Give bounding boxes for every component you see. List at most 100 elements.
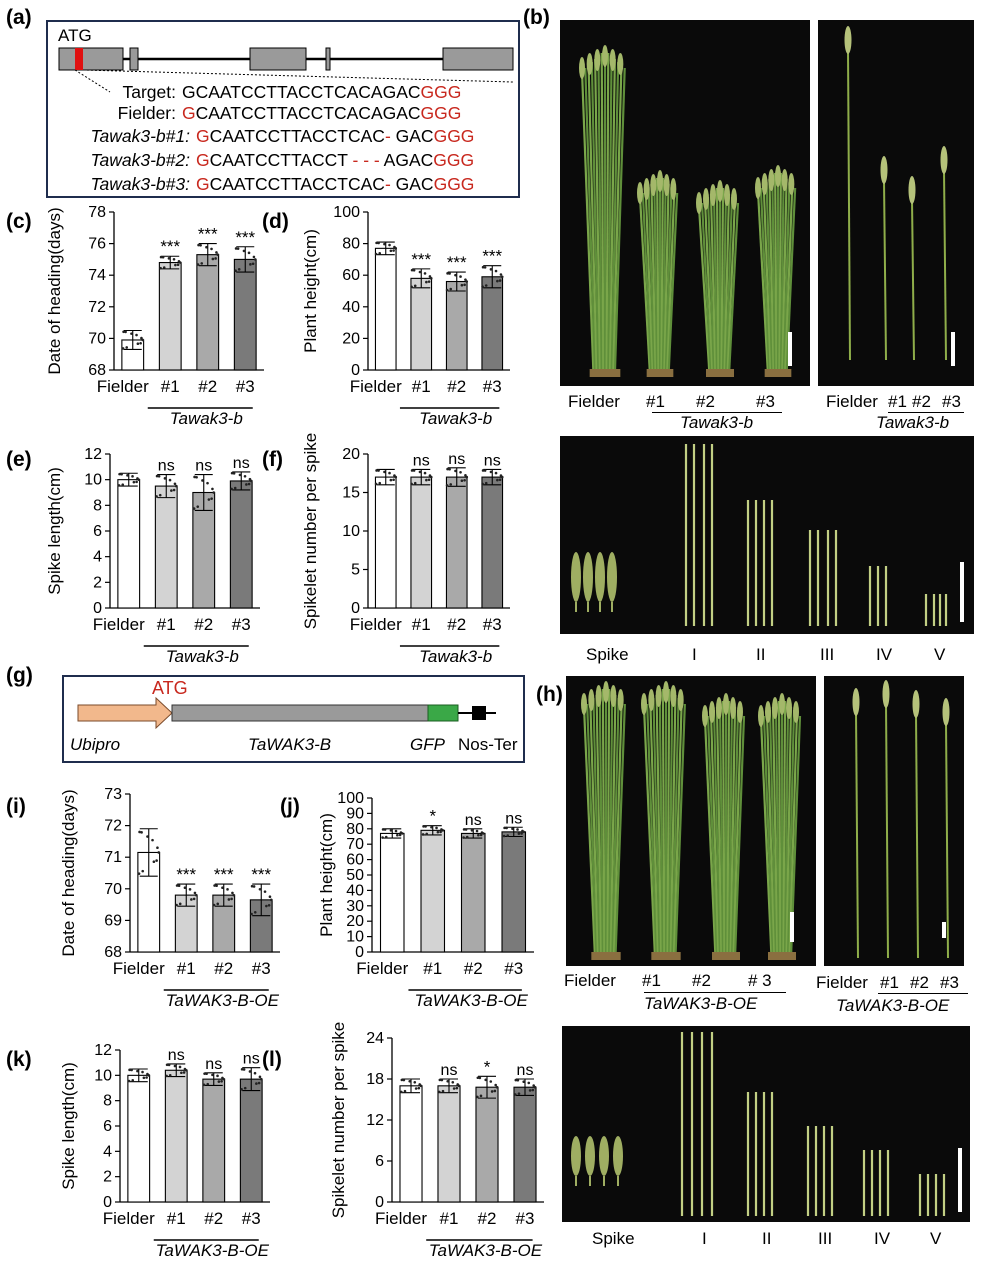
plant-clump <box>637 170 679 377</box>
data-point <box>174 263 177 267</box>
data-point <box>233 486 237 490</box>
data-point <box>413 284 417 288</box>
data-point <box>479 1094 483 1098</box>
group-label: TaWAK3-B-OE <box>429 1241 543 1260</box>
y-tick-label: 20 <box>346 913 364 930</box>
data-point <box>392 249 395 252</box>
caption-b3-III: III <box>820 645 835 664</box>
data-point <box>155 859 158 862</box>
data-point <box>172 488 176 492</box>
sequence-fragment: - <box>384 126 391 146</box>
data-point <box>489 470 493 474</box>
data-point <box>449 483 453 486</box>
data-point <box>193 891 197 895</box>
stem <box>880 156 888 361</box>
data-point <box>499 474 503 477</box>
data-point <box>120 472 123 476</box>
data-point <box>427 478 431 482</box>
spike <box>595 552 605 612</box>
bar <box>164 1069 188 1203</box>
chart-f: 0 5 10 15 20 Spikelet number per spike Fielder… <box>301 433 510 666</box>
bar <box>445 280 468 371</box>
data-point <box>122 330 125 334</box>
data-point <box>206 1082 210 1086</box>
data-point <box>250 884 254 888</box>
data-point <box>124 330 127 334</box>
stem <box>882 680 890 959</box>
y-tick-label: 10 <box>94 1067 112 1084</box>
data-point <box>232 893 236 897</box>
bar <box>410 476 433 609</box>
caption-b3-IV: IV <box>876 645 893 664</box>
data-point <box>170 489 173 492</box>
significance-label: ns <box>195 458 212 475</box>
gene-structure-panel: ATG <box>46 20 520 198</box>
data-point <box>178 1065 182 1069</box>
data-point <box>173 1064 177 1068</box>
y-tick-label: 20 <box>342 330 360 347</box>
data-point <box>168 1073 172 1077</box>
y-tick-label: 8 <box>93 497 102 514</box>
construct-promoter-label: Ubipro <box>70 735 121 754</box>
category-label: Fielder <box>356 959 408 978</box>
data-point <box>388 471 391 475</box>
bar <box>158 262 182 371</box>
spike <box>585 1136 595 1186</box>
caption-b2-underline <box>888 412 964 413</box>
data-point <box>136 1069 139 1073</box>
y-tick-label: 12 <box>84 446 102 463</box>
data-point <box>182 1071 186 1074</box>
category-label: #2 <box>204 1209 223 1228</box>
category-label: Fielder <box>97 377 149 396</box>
data-point <box>240 1088 243 1091</box>
data-point <box>412 469 416 472</box>
category-label: #3 <box>232 615 251 634</box>
data-point <box>141 869 145 873</box>
data-point <box>383 242 386 246</box>
caption-b2-line1: #1 <box>888 392 907 411</box>
data-point <box>206 481 209 485</box>
panel-label-a: (a) <box>6 6 32 29</box>
caption-b-line3: #3 <box>756 392 775 411</box>
sequence-fragment: - <box>384 174 391 194</box>
sequence-name: Fielder: <box>117 103 176 123</box>
plant-clump <box>696 180 740 377</box>
significance-label: ns <box>484 452 501 469</box>
data-point <box>165 1074 168 1078</box>
data-point <box>481 285 484 288</box>
data-point <box>422 825 425 828</box>
category-label: #2 <box>447 377 466 396</box>
sequence-name: Tawak3-b#1: <box>90 126 190 146</box>
category-label: Fielder <box>93 615 145 634</box>
data-point <box>130 332 133 335</box>
sequence-fragment: G <box>196 150 210 170</box>
bar <box>460 832 486 953</box>
data-point <box>118 472 121 476</box>
caption-b3-II: II <box>756 645 766 664</box>
data-point <box>393 245 396 249</box>
y-tick-label: 72 <box>104 818 122 835</box>
category-label: #3 <box>483 377 502 396</box>
data-point <box>155 495 158 498</box>
data-point <box>167 257 171 260</box>
panel-label-b: (b) <box>523 6 550 29</box>
sequence-fragment: CAATCCTTACCT <box>209 150 353 170</box>
data-point <box>441 1089 445 1093</box>
data-point <box>464 828 468 831</box>
y-tick-label: 40 <box>342 299 360 316</box>
significance-label: ns <box>505 810 522 827</box>
significance-label: * <box>484 1057 491 1076</box>
category-label: #1 <box>161 377 180 396</box>
caption-h2-line3: #3 <box>940 973 959 992</box>
caption-h3-V: V <box>930 1229 942 1248</box>
chart-c: 68 70 72 74 76 78 Date of heading(days) Fielder… <box>45 204 264 428</box>
data-point <box>159 266 162 270</box>
data-point <box>464 278 467 281</box>
data-point <box>168 478 172 482</box>
bar <box>127 1074 151 1203</box>
data-point <box>494 269 498 273</box>
construct-panel <box>62 675 525 763</box>
data-point <box>196 505 200 508</box>
data-point <box>132 480 136 484</box>
y-tick-label: 24 <box>366 1030 384 1047</box>
